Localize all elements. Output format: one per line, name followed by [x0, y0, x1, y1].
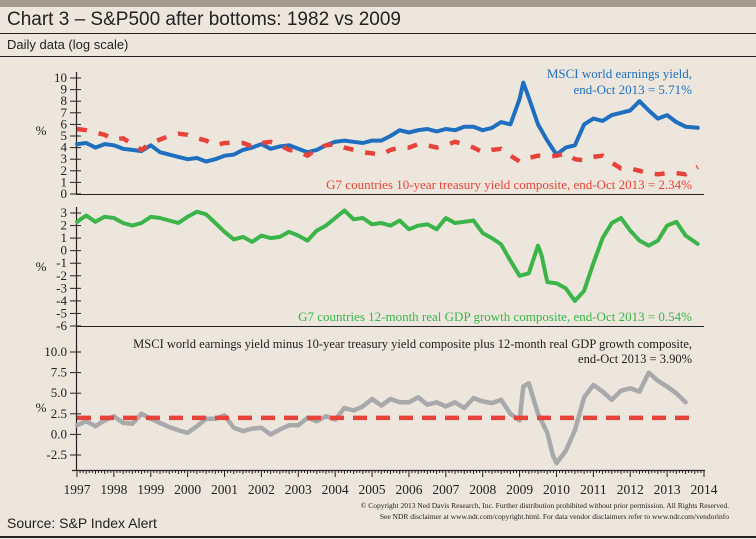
x-tick-label: 2003 — [285, 482, 312, 497]
middle-ytick-label: -6 — [56, 318, 67, 333]
top-ytick-label: 3 — [61, 151, 68, 166]
x-tick-label: 2014 — [691, 482, 718, 497]
middle-ylabel: % — [36, 259, 47, 274]
middle-ytick-label: -1 — [56, 255, 67, 270]
copyright-line-1: © Copyright 2013 Ned Davis Research, Inc… — [360, 501, 729, 510]
top-ytick-label: 2 — [61, 163, 68, 178]
x-tick-label: 2013 — [654, 482, 681, 497]
top-ytick-label: 7 — [61, 105, 68, 120]
top-ytick-label: 5 — [61, 128, 68, 143]
middle-ytick-label: -3 — [56, 280, 67, 295]
x-tick-label: 2010 — [543, 482, 570, 497]
top-ytick-label: 10 — [54, 70, 67, 85]
top-ytick-label: 4 — [61, 140, 68, 155]
top-ytick-label: 6 — [61, 116, 68, 131]
bottom-divider — [0, 536, 756, 538]
chart-title: Chart 3 – S&P500 after bottoms: 1982 vs … — [7, 9, 401, 30]
treasury-annotation: G7 countries 10-year treasury yield comp… — [326, 177, 692, 192]
top-ytick-label: 0 — [61, 186, 68, 201]
source-label: Source: S&P Index Alert — [7, 515, 157, 531]
middle-ytick-label: 0 — [61, 243, 68, 258]
gdp-annotation: G7 countries 12-month real GDP growth co… — [298, 309, 692, 324]
middle-ytick-label: 3 — [61, 205, 68, 220]
x-tick-label: 2012 — [617, 482, 644, 497]
top-ytick-label: 1 — [61, 174, 68, 189]
top-ytick-label: 8 — [61, 93, 68, 108]
x-tick-label: 1998 — [100, 482, 127, 497]
top-bar — [0, 0, 756, 7]
x-tick-label: 2005 — [359, 482, 386, 497]
copyright-line-2: See NDR disclaimer at www.ndr.com/copyri… — [379, 512, 729, 521]
bottom-ytick-label: 0.0 — [51, 426, 67, 441]
bottom-ytick-label: 10.0 — [44, 344, 67, 359]
top-series-g7-countries-10-year-treasury-yield-composite — [76, 126, 699, 177]
msci-annotation-line2: end-Oct 2013 = 5.71% — [573, 82, 692, 97]
bottom-series-msci-earnings-yield-minus-10-yr-yield-plus-gdp-growth — [74, 370, 688, 466]
top-ylabel: % — [36, 123, 47, 138]
top-series-msci-world-earnings-yield — [75, 80, 700, 164]
composite-annotation-line2: end-Oct 2013 = 3.90% — [578, 352, 692, 366]
bottom-ylabel: % — [36, 400, 47, 415]
msci-annotation-line1: MSCI world earnings yield, — [547, 66, 692, 81]
bottom-ytick-label: 2.5 — [51, 406, 67, 421]
x-tick-label: 1999 — [137, 482, 164, 497]
bottom-ytick-label: -2.5 — [46, 447, 67, 462]
x-tick-label: 2004 — [322, 482, 349, 497]
copyright-notice: © Copyright 2013 Ned Davis Research, Inc… — [209, 500, 729, 522]
composite-annotation-line1: MSCI world earnings yield minus 10-year … — [133, 337, 692, 351]
top-ytick-label: 9 — [61, 82, 68, 97]
middle-ytick-label: -4 — [56, 293, 67, 308]
x-tick-label: 2001 — [211, 482, 238, 497]
x-tick-label: 2009 — [506, 482, 533, 497]
x-tick-label: 1997 — [64, 482, 91, 497]
bottom-ytick-label: 7.5 — [51, 365, 67, 380]
subtitle-divider — [0, 56, 756, 57]
x-tick-label: 2008 — [469, 482, 496, 497]
x-tick-label: 2002 — [248, 482, 275, 497]
title-divider — [0, 33, 756, 34]
middle-ytick-label: 2 — [61, 218, 68, 233]
chart-subtitle: Daily data (log scale) — [7, 37, 129, 52]
middle-series-g7-countries-12-month-real-gdp-growth-composite — [75, 208, 700, 303]
middle-ytick-label: -2 — [56, 268, 67, 283]
middle-ytick-label: 1 — [61, 230, 68, 245]
middle-ytick-label: -5 — [56, 305, 67, 320]
x-tick-label: 2007 — [432, 482, 459, 497]
x-tick-label: 2006 — [395, 482, 422, 497]
x-tick-label: 2011 — [580, 482, 607, 497]
x-tick-label: 2000 — [174, 482, 201, 497]
bottom-ytick-label: 5.0 — [51, 385, 67, 400]
